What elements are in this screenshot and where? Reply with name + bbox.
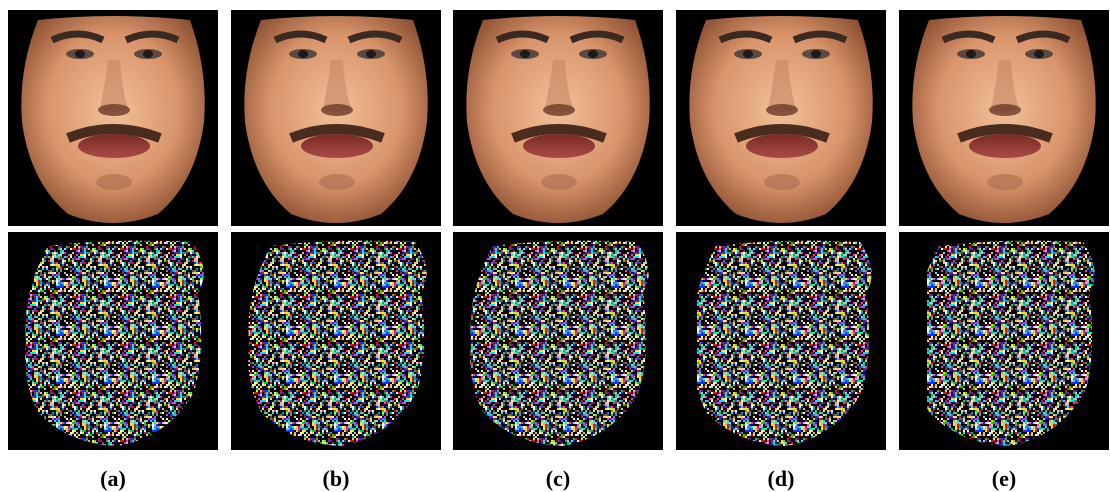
panel: (b) xyxy=(231,10,448,491)
face-image xyxy=(453,10,663,226)
noise-image xyxy=(676,232,907,450)
panel-label: (e) xyxy=(992,466,1016,491)
page: (a)(b)(c)(d)(e) (() => { const data = JS… xyxy=(0,0,1110,492)
panel-label: (d) xyxy=(768,466,795,491)
panel-label: (a) xyxy=(100,466,126,491)
noise-image xyxy=(8,232,218,450)
panel: (a) xyxy=(8,10,218,491)
figure: (a) (b) (c) (d) (e) xyxy=(0,0,1110,492)
face-image xyxy=(231,10,441,226)
face-image xyxy=(899,10,1109,226)
face-image xyxy=(676,10,886,226)
panel-label: (c) xyxy=(546,466,570,491)
face-image xyxy=(8,10,218,226)
noise-image xyxy=(453,232,677,450)
panel-label: (b) xyxy=(323,466,350,491)
noise-image xyxy=(899,232,1110,450)
noise-image xyxy=(231,232,448,450)
panel: (c) xyxy=(453,10,677,491)
panel: (e) xyxy=(899,10,1110,491)
panel: (d) xyxy=(676,10,907,491)
